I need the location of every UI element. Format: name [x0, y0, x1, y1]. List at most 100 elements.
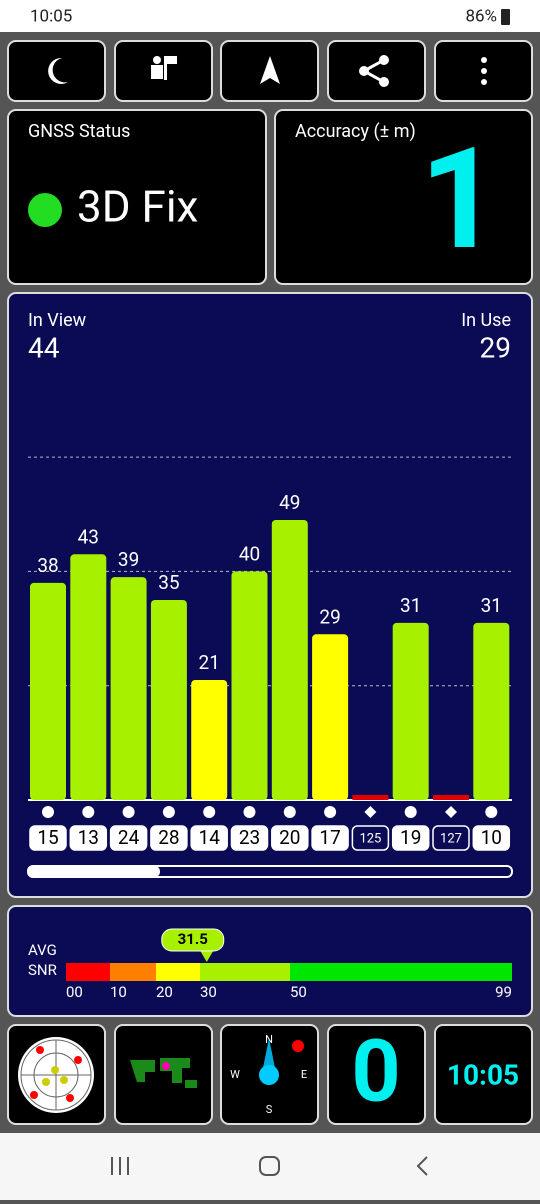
snr-bar — [352, 795, 389, 800]
snr-segment — [156, 963, 200, 981]
recents-button[interactable] — [111, 1157, 129, 1175]
sat-dot — [404, 806, 417, 818]
compass-n: N — [265, 1033, 273, 1046]
prn-label: 14 — [199, 826, 221, 849]
prn-box — [472, 825, 511, 851]
sat-dot — [42, 806, 54, 818]
scroll-thumb[interactable] — [28, 866, 160, 877]
prn-label: 28 — [158, 826, 179, 849]
sat-dot — [243, 806, 256, 818]
snr-bar — [433, 795, 469, 800]
snr-bar — [70, 554, 107, 800]
accuracy-value: 1 — [420, 118, 500, 282]
snr-tick-label: 99 — [495, 983, 512, 1001]
snr-tick-label: 00 — [66, 983, 83, 1001]
snr-bar — [231, 571, 268, 800]
snr-tick-label: 10 — [110, 983, 127, 1001]
clock-tile[interactable] — [434, 1024, 533, 1125]
accuracy-panel — [274, 109, 533, 285]
prn-box — [109, 825, 148, 851]
gnss-title: GNSS Status — [28, 121, 130, 142]
home-button[interactable] — [259, 1156, 280, 1176]
sat-dot — [203, 806, 216, 818]
snr-bar — [30, 582, 66, 800]
sat-dot — [122, 806, 135, 818]
snr-bar — [110, 577, 147, 800]
user-icon — [151, 56, 177, 80]
prn-box — [230, 825, 269, 851]
user-button[interactable] — [114, 40, 213, 102]
accuracy-title: Accuracy (± m) — [295, 121, 416, 142]
share-button[interactable] — [327, 40, 426, 102]
compass-w: W — [230, 1068, 240, 1081]
arrow-icon — [260, 56, 280, 84]
nav-bar — [0, 1133, 540, 1200]
clock-value: 10:05 — [447, 1058, 519, 1091]
snr-segment — [66, 963, 110, 981]
snr-label: 31 — [400, 594, 421, 617]
share-icon — [359, 55, 389, 87]
snr-label: 49 — [279, 491, 300, 514]
sat-diamond — [364, 806, 377, 818]
in-view-value: 44 — [28, 331, 60, 364]
prn-label: 15 — [37, 826, 58, 849]
status-bar — [0, 0, 540, 32]
toolbar — [7, 40, 533, 102]
snr-label: 43 — [78, 525, 99, 548]
snr-tick-label: 20 — [156, 983, 173, 1001]
prn-label: 125 — [359, 831, 381, 846]
prn-box — [432, 825, 470, 851]
prn-label: 17 — [319, 826, 340, 849]
in-use-value: 29 — [480, 331, 511, 364]
fix-text: 3D Fix — [77, 181, 198, 233]
prn-label: 10 — [481, 826, 502, 849]
snr-segment — [110, 963, 156, 981]
prn-box — [391, 825, 430, 851]
snr-tick-label: 30 — [200, 983, 217, 1001]
snr-label: 39 — [118, 548, 139, 571]
sat-diamond — [445, 806, 457, 818]
count-tile[interactable] — [327, 1024, 426, 1125]
snr-label: 35 — [158, 571, 179, 594]
sat-dot — [162, 806, 175, 818]
snr-segment — [200, 963, 290, 981]
prn-box — [311, 825, 349, 851]
snr-bar — [191, 680, 228, 800]
snr-panel — [7, 905, 533, 1017]
prn-label: 24 — [118, 826, 140, 849]
menu-icon — [481, 57, 487, 85]
needle — [263, 1038, 275, 1068]
prn-box — [271, 825, 309, 851]
avg-label: AVG — [28, 941, 57, 959]
needle-hub — [259, 1065, 279, 1085]
avg-pointer — [199, 950, 214, 962]
avg-callout — [161, 928, 225, 952]
radar-icon — [18, 1037, 94, 1113]
compass-e: E — [301, 1068, 307, 1081]
snr-bar — [473, 622, 510, 800]
prn-box — [150, 825, 188, 851]
night-button[interactable] — [7, 40, 106, 102]
moon-icon — [48, 57, 68, 84]
sat-dot — [485, 806, 498, 818]
map-icon — [124, 1052, 204, 1094]
status-time: 10:05 — [30, 6, 72, 26]
snr-bar — [271, 520, 308, 800]
sat-dot — [283, 806, 296, 818]
snr-label: 31 — [481, 594, 502, 617]
prn-label: 19 — [400, 826, 421, 849]
back-button[interactable] — [416, 1156, 428, 1176]
prn-box — [351, 825, 390, 851]
in-use-label: In Use — [461, 310, 511, 331]
snr-tick-label: 50 — [290, 983, 307, 1001]
snr-bar — [312, 634, 349, 800]
in-view-label: In View — [28, 310, 87, 331]
snr-segment — [290, 963, 512, 981]
compass-dot — [292, 1040, 304, 1052]
status-battery: 86% — [465, 6, 497, 26]
prn-label: 20 — [279, 826, 300, 849]
snr-label: 21 — [199, 651, 220, 674]
snr-label: 29 — [319, 605, 340, 628]
snr-label: 38 — [37, 554, 58, 577]
